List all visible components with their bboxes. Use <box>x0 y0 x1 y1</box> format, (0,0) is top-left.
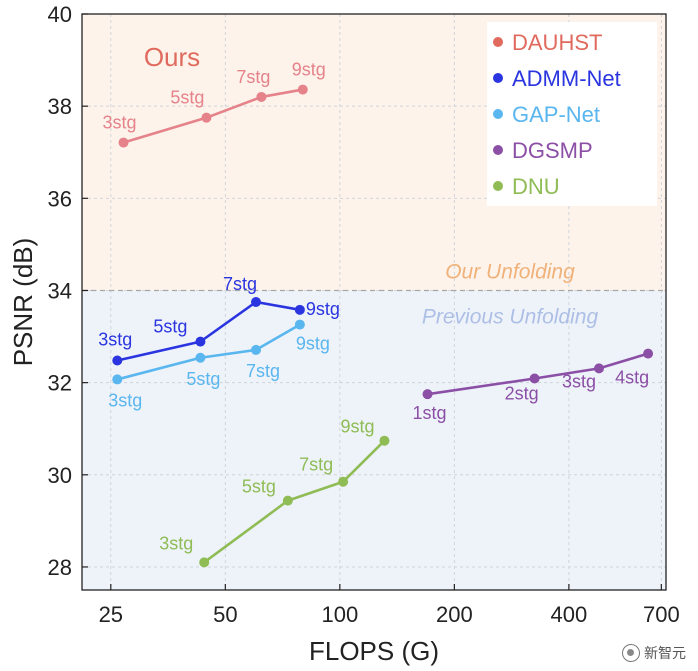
data-point-gap-net <box>195 352 206 363</box>
data-point-dauhst <box>201 112 212 123</box>
y-tick-label: 28 <box>48 555 72 580</box>
x-tick-label: 200 <box>436 602 473 627</box>
legend-label-gap-net: GAP-Net <box>512 102 600 127</box>
x-tick-label: 100 <box>321 602 358 627</box>
stage-label-dnu: 9stg <box>340 417 374 437</box>
watermark: 新智元 <box>622 643 686 663</box>
legend-marker-gap-net <box>493 109 503 119</box>
y-tick-label: 30 <box>48 463 72 488</box>
data-point-admm-net <box>250 297 261 307</box>
data-point-dgsmp <box>422 389 433 400</box>
x-tick-label: 400 <box>551 602 588 627</box>
stage-label-dnu: 3stg <box>159 533 193 553</box>
stage-label-dgsmp: 4stg <box>615 368 649 388</box>
region-label-our-unfolding: Our Unfolding <box>445 260 575 283</box>
data-point-dnu <box>282 495 293 506</box>
x-axis-title: FLOPS (G) <box>309 636 439 666</box>
stage-label-gap-net: 5stg <box>186 369 220 389</box>
stage-label-dauhst: 9stg <box>292 60 326 80</box>
legend-label-dgsmp: DGSMP <box>512 138 593 163</box>
series-line-gap-net <box>116 323 301 381</box>
data-point-gap-net <box>112 374 123 385</box>
y-axis-title: PSNR (dB) <box>8 238 38 367</box>
series-line-admm-net <box>116 300 301 362</box>
stage-label-dgsmp: 2stg <box>505 383 539 403</box>
legend-label-dnu: DNU <box>512 174 560 199</box>
data-point-gap-net <box>250 344 261 355</box>
series-line-dgsmp <box>427 352 649 396</box>
data-point-admm-net <box>112 355 123 366</box>
data-point-admm-net <box>195 336 206 347</box>
stage-label-admm-net: 9stg <box>306 299 340 319</box>
y-tick-label: 40 <box>48 2 72 27</box>
data-point-dauhst <box>118 137 129 148</box>
legend-marker-dnu <box>493 181 503 191</box>
x-tick-label: 700 <box>643 602 680 627</box>
data-point-dgsmp <box>594 363 605 374</box>
stage-label-admm-net: 3stg <box>98 330 132 350</box>
stage-label-admm-net: 5stg <box>153 317 187 337</box>
data-point-gap-net <box>294 319 305 330</box>
x-tick-label: 50 <box>213 602 237 627</box>
x-tick-label: 25 <box>99 602 123 627</box>
watermark-text: 新智元 <box>644 646 686 662</box>
y-tick-label: 34 <box>48 278 72 303</box>
region-label-ours: Ours <box>144 42 200 72</box>
y-tick-label: 32 <box>48 371 72 396</box>
data-point-dgsmp <box>643 348 654 359</box>
stage-label-gap-net: 9stg <box>296 334 330 354</box>
stage-label-dnu: 5stg <box>242 477 276 497</box>
legend-marker-dgsmp <box>493 145 503 155</box>
region-label-previous-unfolding: Previous Unfolding <box>422 305 599 328</box>
legend-box <box>487 22 657 206</box>
series-line-dauhst <box>123 88 304 144</box>
stage-label-gap-net: 7stg <box>246 361 280 381</box>
stage-label-gap-net: 3stg <box>108 390 142 410</box>
legend-label-admm-net: ADMM-Net <box>512 66 621 91</box>
data-point-dnu <box>379 435 390 446</box>
plot-frame <box>81 13 667 591</box>
data-point-dauhst <box>256 91 267 102</box>
wechat-logo-icon <box>622 644 640 662</box>
legend-label-dauhst: DAUHST <box>512 30 602 55</box>
stage-label-dauhst: 5stg <box>170 88 204 108</box>
data-point-dauhst <box>297 84 308 95</box>
data-point-dgsmp <box>529 373 540 384</box>
stage-label-dauhst: 3stg <box>103 113 137 133</box>
legend-marker-admm-net <box>493 73 503 83</box>
legend-marker-dauhst <box>493 37 503 47</box>
data-point-admm-net <box>294 304 305 315</box>
y-tick-label: 38 <box>48 94 72 119</box>
y-tick-label: 36 <box>48 186 72 211</box>
data-point-dnu <box>338 476 349 487</box>
stage-label-dauhst: 7stg <box>236 67 270 87</box>
stage-label-dnu: 7stg <box>299 455 333 475</box>
stage-label-dgsmp: 1stg <box>413 403 447 423</box>
stage-label-admm-net: 7stg <box>223 274 257 294</box>
series-line-dnu <box>203 439 386 564</box>
stage-label-dgsmp: 3stg <box>562 371 596 391</box>
data-point-dnu <box>199 557 210 568</box>
